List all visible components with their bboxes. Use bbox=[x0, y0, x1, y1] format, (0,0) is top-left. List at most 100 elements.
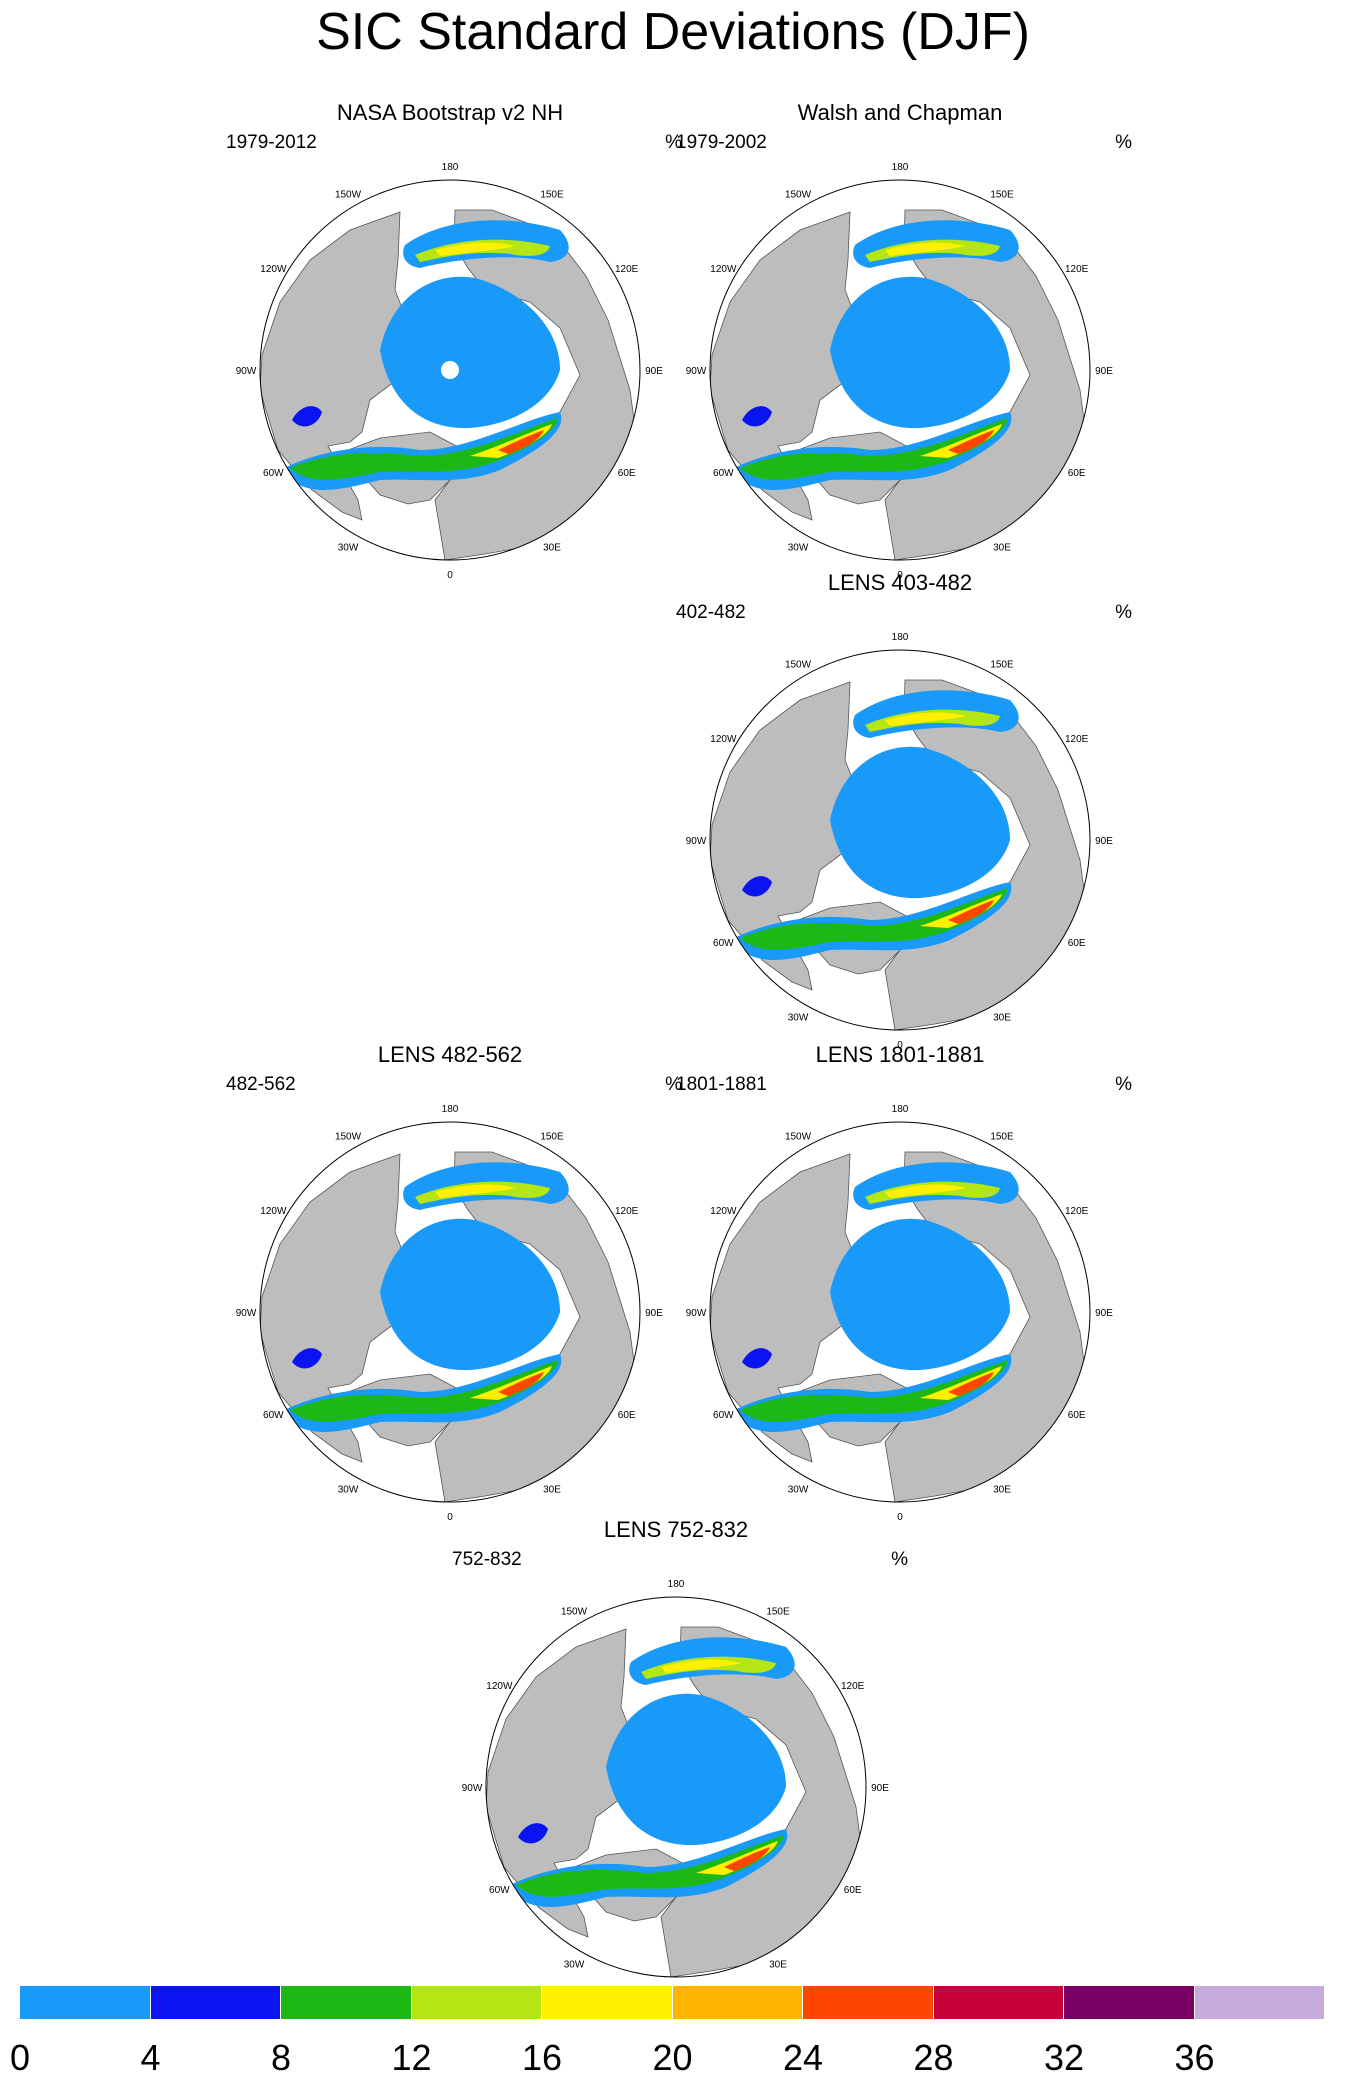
sea-ice-std-region bbox=[920, 894, 1002, 928]
longitude-label: 150W bbox=[335, 1131, 362, 1142]
longitude-label: 150W bbox=[785, 1131, 812, 1142]
panel-title: LENS 482-562 bbox=[377, 1042, 523, 1067]
sea-ice-std-region bbox=[380, 276, 560, 429]
sea-ice-std-region bbox=[516, 1835, 784, 1897]
map-boundary bbox=[485, 1596, 867, 1978]
sea-ice-std-region bbox=[518, 1823, 548, 1844]
period-label: 1979-2002 bbox=[676, 132, 767, 153]
unit-label: % bbox=[1115, 602, 1132, 623]
colorbar-label: 8 bbox=[270, 2037, 292, 2078]
longitude-label: 30E bbox=[543, 543, 561, 554]
sea-ice-std-region bbox=[724, 1847, 770, 1871]
map-boundary bbox=[709, 179, 1091, 561]
sea-ice-std-region bbox=[830, 746, 1010, 899]
longitude-label: 180 bbox=[892, 1104, 909, 1115]
longitude-label: 120E bbox=[1065, 264, 1089, 275]
unit-label: % bbox=[665, 132, 682, 153]
panel-title: Walsh and Chapman bbox=[797, 100, 1003, 125]
longitude-label: 120E bbox=[1065, 1206, 1089, 1217]
sea-ice-std-region bbox=[885, 1184, 965, 1198]
panel-title: LENS 403-482 bbox=[827, 570, 973, 595]
longitude-label: 180 bbox=[668, 1579, 685, 1590]
longitude-label: 180 bbox=[892, 162, 909, 173]
longitude-label: 0 bbox=[447, 1512, 453, 1523]
longitude-label: 30E bbox=[993, 543, 1011, 554]
sea-ice-std-region bbox=[290, 1360, 558, 1422]
colorbar-label: 4 bbox=[140, 2037, 161, 2078]
longitude-label: 60E bbox=[1068, 468, 1086, 479]
colorbar-box bbox=[150, 1986, 281, 2019]
map-boundary bbox=[709, 649, 1091, 1031]
longitude-label: 90E bbox=[645, 1308, 663, 1319]
longitude-label: 150W bbox=[335, 189, 362, 200]
sea-ice-std-region bbox=[435, 242, 515, 256]
longitude-label: 150E bbox=[766, 1606, 790, 1617]
longitude-label: 90W bbox=[462, 1783, 483, 1794]
colorbar-label: 0 bbox=[9, 2037, 31, 2078]
longitude-label: 150E bbox=[990, 1131, 1014, 1142]
sea-ice-std-region bbox=[470, 1366, 552, 1400]
longitude-label: 150E bbox=[540, 189, 564, 200]
colorbar-box bbox=[1194, 1986, 1325, 2019]
longitude-label: 150E bbox=[990, 189, 1014, 200]
longitude-label: 60E bbox=[1068, 1410, 1086, 1421]
sea-ice-std-region bbox=[498, 430, 544, 454]
longitude-label: 0 bbox=[897, 570, 903, 581]
longitude-label: 30W bbox=[788, 543, 809, 554]
longitude-label: 30W bbox=[788, 1485, 809, 1496]
colorbar-box bbox=[672, 1986, 803, 2019]
longitude-label: 120W bbox=[260, 1206, 287, 1217]
polar-map: 180 150E 120E 90E 60E 30E 0 30W 60W 90W 120W 150W bbox=[236, 1104, 664, 1523]
sea-ice-std-region bbox=[830, 1218, 1010, 1371]
colorbar-label: 20 bbox=[652, 2037, 693, 2078]
longitude-label: 90W bbox=[236, 1308, 257, 1319]
longitude-label: 60W bbox=[713, 938, 734, 949]
longitude-label: 180 bbox=[442, 1104, 459, 1115]
longitude-label: 60E bbox=[618, 1410, 636, 1421]
sea-ice-std-region bbox=[830, 276, 1010, 429]
period-label: 402-482 bbox=[676, 602, 746, 623]
map-boundary bbox=[709, 1121, 1091, 1503]
longitude-label: 30E bbox=[993, 1013, 1011, 1024]
pole-hole bbox=[441, 361, 459, 379]
colorbar-box bbox=[1064, 1986, 1195, 2019]
period-label: 1979-2012 bbox=[226, 132, 317, 153]
map-boundary bbox=[259, 1121, 641, 1503]
sea-ice-std-region bbox=[380, 1218, 560, 1371]
colorbar-label: 28 bbox=[913, 2037, 954, 2078]
longitude-label: 60W bbox=[263, 468, 284, 479]
polar-map: 180 150E 120E 90E 60E 30E 0 30W 60W 90W 120W 150W bbox=[686, 162, 1114, 581]
polar-map: 180 150E 120E 90E 60E 30E 0 30W 60W 90W 120W 150W bbox=[686, 632, 1114, 1051]
longitude-label: 120W bbox=[486, 1681, 513, 1692]
polar-map: 180 150E 120E 90E 60E 30E 0 30W 60W 90W 120W 150W bbox=[686, 1104, 1114, 1523]
sea-ice-std-region bbox=[696, 1841, 778, 1875]
sea-ice-std-region bbox=[885, 712, 965, 726]
sea-ice-std-region bbox=[435, 1184, 515, 1198]
sea-ice-std-region bbox=[948, 900, 994, 924]
longitude-label: 90E bbox=[645, 366, 663, 377]
colorbar-label: 16 bbox=[521, 2037, 563, 2078]
sea-ice-std-region bbox=[742, 406, 772, 427]
map-panel-lens-752-832: LENS 752-832 752-832 % 180 150E 120E 90E 60E… bbox=[452, 1517, 908, 2007]
colorbar-box bbox=[281, 1986, 412, 2019]
longitude-label: 30W bbox=[338, 543, 359, 554]
colorbar-box bbox=[933, 1986, 1064, 2019]
sea-ice-std-region bbox=[290, 418, 558, 480]
colorbar-label: 32 bbox=[1043, 2037, 1085, 2078]
sea-ice-std-region bbox=[948, 1372, 994, 1396]
colorbar-box bbox=[803, 1986, 934, 2019]
longitude-label: 150E bbox=[990, 659, 1014, 670]
longitude-label: 90W bbox=[236, 366, 257, 377]
sea-ice-std-region bbox=[740, 1360, 1008, 1422]
longitude-label: 60E bbox=[618, 468, 636, 479]
longitude-label: 90E bbox=[1095, 366, 1113, 377]
sea-ice-std-region bbox=[920, 1366, 1002, 1400]
longitude-label: 60W bbox=[713, 1410, 734, 1421]
map-panel-lens-482-562: LENS 482-562 482-562 % 180 150E 120E 90E 60E… bbox=[226, 1042, 682, 1532]
longitude-label: 120W bbox=[710, 1206, 737, 1217]
longitude-label: 120W bbox=[260, 264, 287, 275]
longitude-label: 30E bbox=[543, 1485, 561, 1496]
longitude-label: 180 bbox=[442, 162, 459, 173]
longitude-label: 30W bbox=[788, 1013, 809, 1024]
polar-map: 180 150E 120E 90E 60E 30E 0 30W 60W 90W 120W 150W bbox=[236, 162, 664, 581]
